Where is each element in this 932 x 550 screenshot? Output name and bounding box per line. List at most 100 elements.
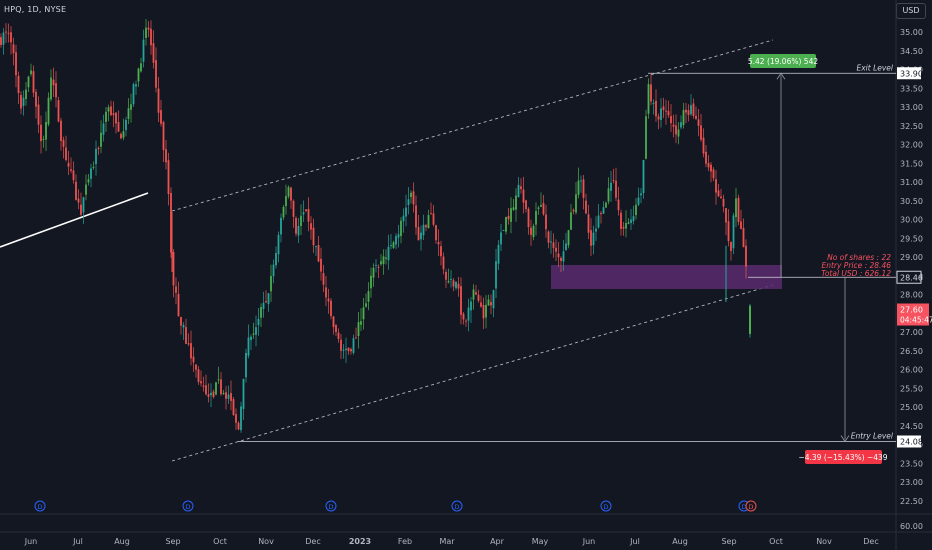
candle [537,207,540,209]
candle [557,253,560,258]
candle [332,316,335,328]
candle [12,44,15,54]
candle [255,327,257,335]
y-tick-label: 31.00 [900,178,923,187]
x-tick-label: Mar [439,537,455,546]
candle [340,339,342,351]
candle [445,271,447,280]
candle [605,202,607,208]
candle [422,224,425,236]
candle [650,84,652,102]
candle [652,102,655,104]
candle [355,337,357,339]
candle [250,336,252,341]
candle [305,209,307,211]
candle [50,77,52,100]
candle [262,302,265,309]
candle [15,52,17,76]
candle [702,137,705,154]
candle [2,32,5,45]
candle [457,283,460,289]
entry-price-label: Entry Price : 28.46 [821,261,891,270]
candle [200,381,202,384]
countdown-label: 04:45:47 [900,316,932,325]
candle [627,222,630,224]
candle [717,190,720,197]
candle [587,214,590,233]
candle [190,343,192,359]
candle [367,291,370,302]
candle [357,322,360,336]
dividend-marker-label: D [37,503,42,511]
candle [395,236,397,245]
candle [247,337,250,356]
candle [102,123,105,135]
entry-level-label: Entry Level [851,432,894,441]
y-tick-label: 32.50 [900,122,923,131]
candle [705,151,707,164]
dividend-marker-label: D [454,503,459,511]
candle [135,84,137,87]
x-tick-label: Jun [24,537,38,546]
candle [222,393,225,395]
candle [330,300,332,317]
candle [300,215,302,226]
candle [252,333,255,335]
y-tick-label: 33.00 [900,103,923,112]
x-tick-label: Nov [258,537,274,546]
candle [10,32,12,43]
last-price-bg [897,303,929,326]
candle [162,122,165,150]
channel-upper-line [171,39,774,212]
candle [677,129,680,137]
candle [27,76,30,88]
last-price-label: 27.60 [900,306,923,315]
candle [742,227,745,248]
candle [235,414,237,423]
candle [715,179,717,193]
candle [425,225,427,228]
candle [382,256,385,265]
candle [407,199,410,205]
candle [565,243,567,251]
dividend-marker [600,500,612,512]
dividend-marker-label: D [603,503,608,511]
candle [525,200,527,209]
candle [725,208,727,223]
candle [402,215,405,222]
candle [670,116,672,124]
candle [35,92,37,107]
candle [585,200,587,214]
candle [502,230,505,232]
candle [707,162,710,168]
candle [610,182,612,191]
candle [122,131,125,138]
candle [220,379,222,395]
candle [620,212,622,229]
candle [60,120,62,141]
candles-group [0,18,747,433]
candle [572,209,575,212]
candle [120,133,122,139]
candle [75,181,77,200]
candle [270,275,272,292]
candle [722,198,725,207]
y-tick-label: 32.00 [900,141,923,150]
total-usd-label: Total USD : 626.12 [821,269,891,278]
candle [287,187,290,197]
profit-arrow-head [776,72,786,80]
candle [622,226,625,229]
candle [432,213,435,225]
candle [532,225,535,238]
candle [500,232,502,245]
candle [297,225,300,236]
x-tick-label: Sep [721,537,736,546]
candle [125,119,127,131]
candle [312,227,315,246]
symbol-header[interactable]: HPQ, 1D, NYSE [4,5,67,14]
candle [440,246,442,257]
candle [745,245,747,267]
candle [272,264,275,277]
y-tick-label: 23.00 [900,478,923,487]
